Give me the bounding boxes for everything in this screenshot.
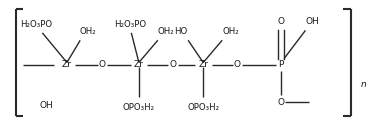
Text: HO: HO [174, 27, 187, 36]
Text: OH₂: OH₂ [157, 27, 174, 36]
Text: OH: OH [305, 17, 319, 26]
Text: O: O [99, 60, 106, 70]
Text: Zr: Zr [62, 60, 72, 70]
Text: Zr: Zr [134, 60, 144, 70]
Text: OH₂: OH₂ [223, 27, 239, 36]
Text: H₂O₃PO: H₂O₃PO [114, 20, 147, 29]
Text: Zr: Zr [198, 60, 208, 70]
Text: OPO₃H₂: OPO₃H₂ [123, 102, 155, 112]
Text: O: O [169, 60, 176, 70]
Text: O: O [277, 98, 284, 106]
Text: OPO₃H₂: OPO₃H₂ [187, 102, 219, 112]
Text: O: O [234, 60, 241, 70]
Text: n: n [360, 80, 366, 89]
Text: H₂O₃PO: H₂O₃PO [20, 20, 52, 29]
Text: OH: OH [39, 101, 53, 110]
Text: P: P [278, 60, 283, 70]
Text: O: O [277, 17, 284, 26]
Text: OH₂: OH₂ [79, 27, 96, 36]
